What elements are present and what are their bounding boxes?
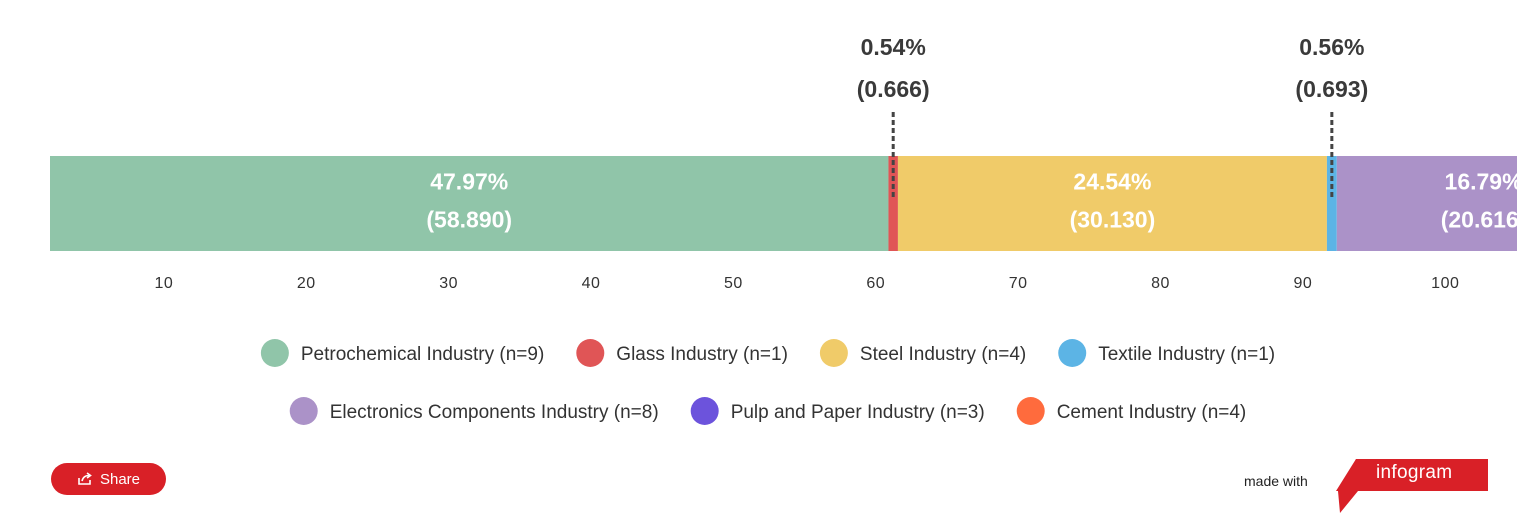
infogram-brand: infogram [1376, 462, 1453, 483]
data-label-value: (0.693) [1295, 76, 1368, 102]
data-label-percent: 24.54% [1073, 169, 1151, 195]
x-tick-label: 20 [297, 275, 316, 292]
data-label-percent: 0.56% [1299, 34, 1364, 60]
x-tick-label: 40 [582, 275, 601, 292]
legend-label: Electronics Components Industry (n=8) [330, 402, 659, 423]
data-label-value: (20.616) [1441, 207, 1517, 233]
legend-swatch [1058, 339, 1087, 367]
bar-segment [888, 156, 898, 251]
legend-swatch [690, 397, 719, 425]
share-label: Share [99, 470, 141, 488]
legend-label: Glass Industry (n=1) [616, 344, 788, 365]
x-tick-label: 60 [866, 275, 885, 292]
legend-label: Petrochemical Industry (n=9) [301, 344, 544, 365]
data-label-value: (30.130) [1070, 207, 1156, 233]
legend-swatch [819, 339, 848, 367]
legend-label: Pulp and Paper Industry (n=3) [731, 402, 985, 423]
legend-swatch [1016, 397, 1045, 425]
legend-swatch [260, 339, 289, 367]
x-tick-label: 90 [1294, 275, 1313, 292]
x-tick-label: 50 [724, 275, 743, 292]
legend-label: Textile Industry (n=1) [1098, 344, 1275, 365]
legend-swatch [289, 397, 318, 425]
data-label-value: (0.666) [857, 76, 930, 102]
x-tick-label: 10 [155, 275, 174, 292]
legend-label: Steel Industry (n=4) [860, 344, 1026, 365]
legend-swatch [576, 339, 605, 367]
stacked-bar-chart: 47.97% (58.890) 0.54% (0.666) 24.54% (30.130)… [50, 34, 1517, 425]
made-with-text: made with [1244, 473, 1308, 489]
legend-label: Cement Industry (n=4) [1057, 402, 1247, 423]
bar-segment [50, 156, 889, 251]
x-tick-label: 70 [1009, 275, 1028, 292]
infogram-logo[interactable] [1336, 459, 1488, 513]
share-button[interactable]: Share [51, 463, 166, 495]
data-label-percent: 0.54% [861, 34, 926, 60]
data-label-value: (58.890) [426, 207, 512, 233]
bar-segment [1336, 156, 1517, 251]
data-label-percent: 47.97% [430, 169, 508, 195]
bar-segment [1326, 156, 1337, 251]
x-tick-label: 100 [1431, 275, 1459, 292]
x-tick-label: 30 [439, 275, 458, 292]
data-label-percent: 16.79% [1445, 169, 1517, 195]
share-icon [78, 472, 92, 485]
x-tick-label: 80 [1151, 275, 1170, 292]
bar-segment [897, 156, 1327, 251]
